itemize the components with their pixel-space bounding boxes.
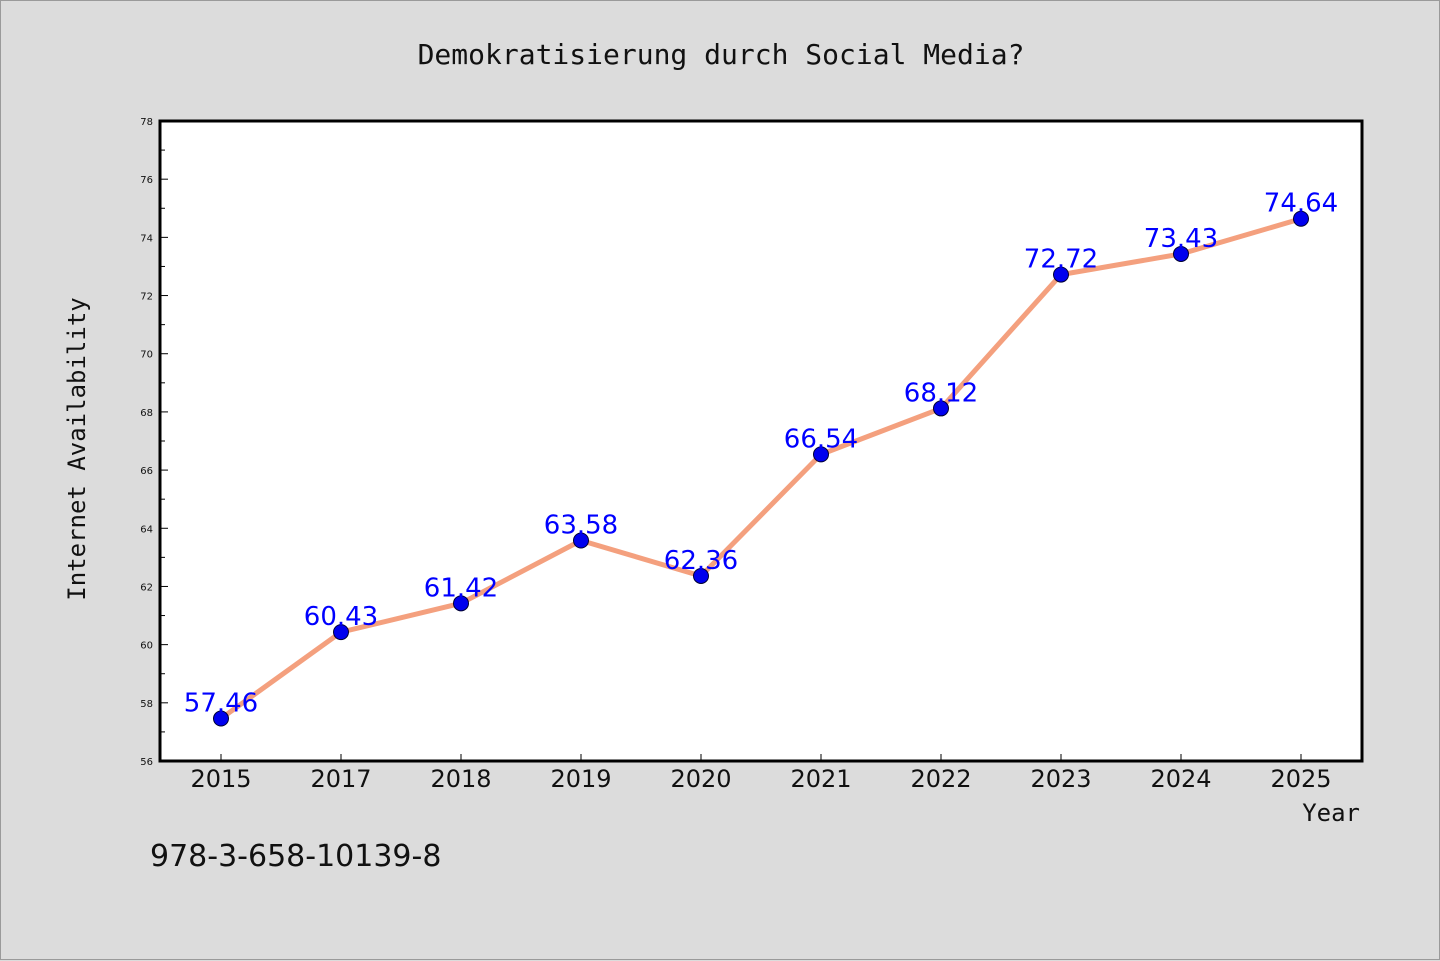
- data-label: 62.36: [664, 546, 738, 576]
- y-tick-label: 64: [140, 524, 153, 535]
- isbn-text: 978-3-658-10139-8: [150, 839, 441, 874]
- data-point-marker: [1053, 266, 1069, 283]
- x-tick-label: 2015: [190, 765, 251, 793]
- chart-title: Demokratisierung durch Social Media?: [418, 38, 1025, 71]
- data-label: 61.42: [424, 573, 498, 603]
- data-label: 66.54: [784, 424, 858, 454]
- data-point-marker: [693, 567, 709, 584]
- data-label: 60.43: [304, 602, 378, 632]
- x-tick-label: 2024: [1150, 765, 1211, 793]
- y-tick-label: 58: [140, 699, 153, 710]
- y-tick-label: 72: [140, 292, 153, 303]
- data-label: 68.12: [904, 378, 978, 408]
- data-point-marker: [1293, 210, 1309, 227]
- plot-area: [158, 119, 1364, 763]
- y-tick-label: 56: [140, 757, 153, 768]
- data-label: 72.72: [1024, 245, 1098, 275]
- data-label: 63.58: [544, 510, 618, 540]
- data-label: 74.64: [1264, 189, 1338, 219]
- y-tick-label: 68: [140, 408, 153, 419]
- y-tick-label: 66: [140, 466, 153, 477]
- x-axis: 2015 2017 2018 2019 2020 2021 2022 2023 2024 2025: [190, 754, 1332, 793]
- x-tick-label: 2025: [1270, 765, 1331, 793]
- x-tick-label: 2023: [1030, 765, 1091, 793]
- x-tick-label: 2017: [310, 765, 371, 793]
- data-point-marker: [933, 400, 949, 417]
- y-tick-label: 60: [140, 641, 153, 652]
- x-tick-label: 2018: [430, 765, 491, 793]
- x-tick-label: 2021: [790, 765, 851, 793]
- data-point-marker: [453, 595, 469, 612]
- x-tick-label: 2022: [910, 765, 971, 793]
- data-point-marker: [573, 532, 589, 549]
- series-group: 57.46 60.43 61.42 63.58 62.36 66.54 68.12 72.72…: [184, 189, 1338, 727]
- y-tick-label: 76: [140, 175, 153, 186]
- y-axis-label: Internet Availability: [63, 297, 91, 600]
- data-label: 73.43: [1144, 224, 1218, 254]
- series-line: [218, 216, 1304, 722]
- data-point-marker: [813, 446, 829, 463]
- data-label: 57.46: [184, 689, 258, 719]
- y-tick-label: 70: [140, 350, 153, 361]
- x-tick-label: 2020: [670, 765, 731, 793]
- y-axis: 56 58 60 62 64 66 68 70 72 74 76 78: [140, 117, 168, 768]
- data-point-marker: [213, 710, 229, 727]
- x-tick-label: 2019: [550, 765, 611, 793]
- data-point-marker: [1173, 245, 1189, 262]
- x-axis-label: Year: [1302, 799, 1360, 827]
- y-tick-label: 74: [140, 233, 153, 244]
- y-tick-label: 62: [140, 582, 153, 593]
- data-point-marker: [333, 624, 349, 641]
- y-tick-label: 78: [140, 117, 153, 128]
